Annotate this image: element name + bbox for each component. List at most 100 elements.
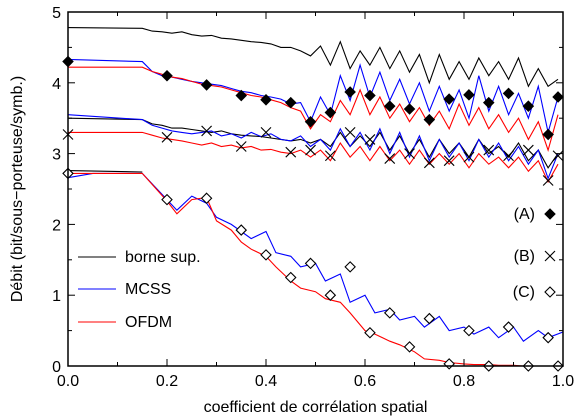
data-point — [542, 175, 554, 186]
data-point — [161, 193, 173, 206]
data-point-stroke — [483, 144, 495, 156]
tick-labels: 0.0 0.2 0.4 0.6 0.8 1.0 0 1 2 3 4 5 — [52, 5, 574, 390]
data-point-stroke — [260, 126, 272, 138]
y-tick-label: 4 — [52, 76, 61, 93]
data-point — [403, 103, 416, 115]
marker-legend-label: (A) — [514, 206, 535, 223]
marker-legend: (A) (B) (C) — [513, 206, 556, 301]
x-tick-label: 0.2 — [156, 373, 178, 390]
data-point — [235, 141, 247, 152]
data-point-stroke — [344, 126, 356, 138]
data-point — [324, 106, 337, 119]
marker-legend-symbol — [544, 208, 556, 220]
data-point-stroke — [542, 175, 554, 186]
data-point — [443, 93, 455, 105]
data-point — [285, 146, 297, 158]
data-point — [463, 151, 475, 163]
series-a-ofdm-line — [68, 66, 559, 152]
data-point — [304, 257, 317, 270]
marker-legend-label: (B) — [514, 248, 535, 265]
y-tick-label: 2 — [52, 217, 61, 234]
series-c-markers — [62, 167, 564, 372]
data-point — [200, 79, 213, 91]
data-point — [423, 113, 436, 126]
data-point-stroke — [463, 151, 475, 163]
data-point — [503, 150, 514, 162]
x-tick-label: 1.0 — [552, 373, 574, 390]
data-point — [423, 312, 436, 325]
data-point — [522, 100, 535, 112]
data-point — [324, 289, 337, 301]
data-point-stroke — [305, 144, 316, 156]
data-point — [235, 89, 248, 102]
data-point — [384, 153, 396, 164]
data-point — [200, 192, 213, 204]
legend-entry: borne sup. — [125, 249, 201, 266]
data-point — [542, 128, 554, 141]
data-point-stroke — [364, 134, 376, 145]
data-point-stroke — [235, 141, 247, 152]
legend: borne sup. MCSS OFDM — [78, 249, 201, 331]
data-point — [161, 131, 173, 143]
y-axis-label: Débit (bit/sous−porteuse/symb.) — [9, 76, 26, 302]
series-b-ofdm-line — [68, 131, 559, 184]
data-point — [201, 125, 212, 137]
y-tick-label: 3 — [52, 147, 61, 164]
data-point — [364, 326, 376, 339]
data-point — [260, 126, 272, 138]
data-point-stroke — [443, 155, 455, 167]
data-point — [304, 115, 317, 128]
y-tick-label: 5 — [52, 5, 61, 22]
series-c-mcss-line — [67, 172, 564, 342]
marker-legend-symbol — [544, 286, 556, 298]
marker-legend-symbol-stroke — [544, 250, 556, 262]
y-tick-label: 0 — [52, 359, 61, 376]
data-point-stroke — [384, 153, 396, 164]
plot-frame — [67, 11, 564, 367]
data-point-stroke — [161, 131, 173, 143]
data-point — [284, 271, 297, 284]
x-tick-label: 0.4 — [255, 373, 277, 390]
data-point — [364, 134, 376, 145]
data-point-stroke — [423, 157, 435, 169]
series-b-markers — [62, 125, 564, 186]
data-point — [260, 94, 272, 106]
legend-entry: MCSS — [125, 281, 171, 298]
series-c-bornesup-line — [67, 170, 143, 173]
data-point — [284, 96, 297, 109]
data-point-stroke — [285, 146, 297, 158]
x-tick-label: 0.0 — [57, 373, 79, 390]
data-point — [522, 144, 534, 156]
data-point — [344, 126, 356, 138]
data-point — [260, 249, 272, 261]
series-a-bornesup-line — [67, 27, 559, 88]
data-point — [463, 324, 475, 337]
data-point-stroke — [324, 150, 336, 162]
data-point — [344, 261, 356, 273]
data-point — [403, 341, 416, 353]
y-tick-label: 1 — [52, 288, 61, 305]
data-point — [483, 144, 495, 156]
data-point — [443, 358, 455, 370]
data-point — [552, 150, 564, 162]
series-b-mcss-line — [67, 114, 559, 180]
data-point — [423, 157, 435, 169]
data-point — [235, 224, 248, 236]
x-tick-label: 0.6 — [354, 373, 376, 390]
data-point — [324, 150, 336, 162]
data-point — [383, 307, 396, 319]
legend-entry: OFDM — [125, 314, 172, 331]
data-point — [161, 69, 173, 82]
data-point — [552, 91, 564, 103]
data-point — [364, 89, 376, 102]
data-point — [305, 144, 316, 156]
data-point — [502, 321, 515, 333]
data-point — [502, 87, 515, 100]
plot-area — [62, 27, 564, 372]
data-point-stroke — [201, 125, 212, 137]
data-point — [404, 148, 415, 159]
data-point-stroke — [552, 150, 564, 162]
series-c-ofdm-line — [68, 172, 563, 367]
data-point — [463, 89, 475, 101]
